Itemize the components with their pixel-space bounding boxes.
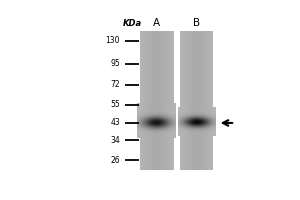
Text: B: B — [193, 18, 200, 28]
Text: 95: 95 — [110, 59, 120, 68]
Text: A: A — [153, 18, 160, 28]
Text: 26: 26 — [110, 156, 120, 165]
Text: 72: 72 — [110, 80, 120, 89]
Text: 43: 43 — [110, 118, 120, 127]
Text: 55: 55 — [110, 100, 120, 109]
Text: KDa: KDa — [122, 19, 142, 28]
Text: 130: 130 — [106, 36, 120, 45]
Text: 34: 34 — [110, 136, 120, 145]
